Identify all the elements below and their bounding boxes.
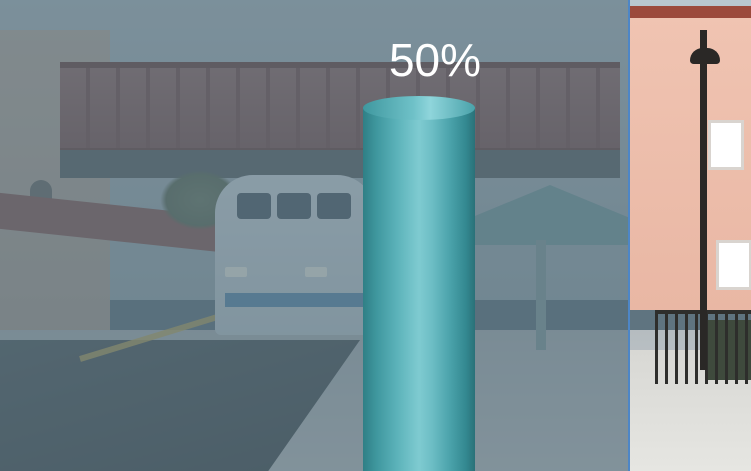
photo-building-roof <box>630 6 751 18</box>
photo-lamp-post <box>700 30 707 370</box>
photo-lamp-head <box>690 48 720 64</box>
progress-percentage-label: 50% <box>388 34 482 86</box>
photo-building-window <box>708 120 744 170</box>
photo-building-window <box>716 240 751 290</box>
progress-cylinder <box>363 108 475 471</box>
progress-cylinder-top <box>363 96 475 120</box>
photo-dim-overlay <box>0 0 630 471</box>
panel-divider <box>628 0 630 471</box>
